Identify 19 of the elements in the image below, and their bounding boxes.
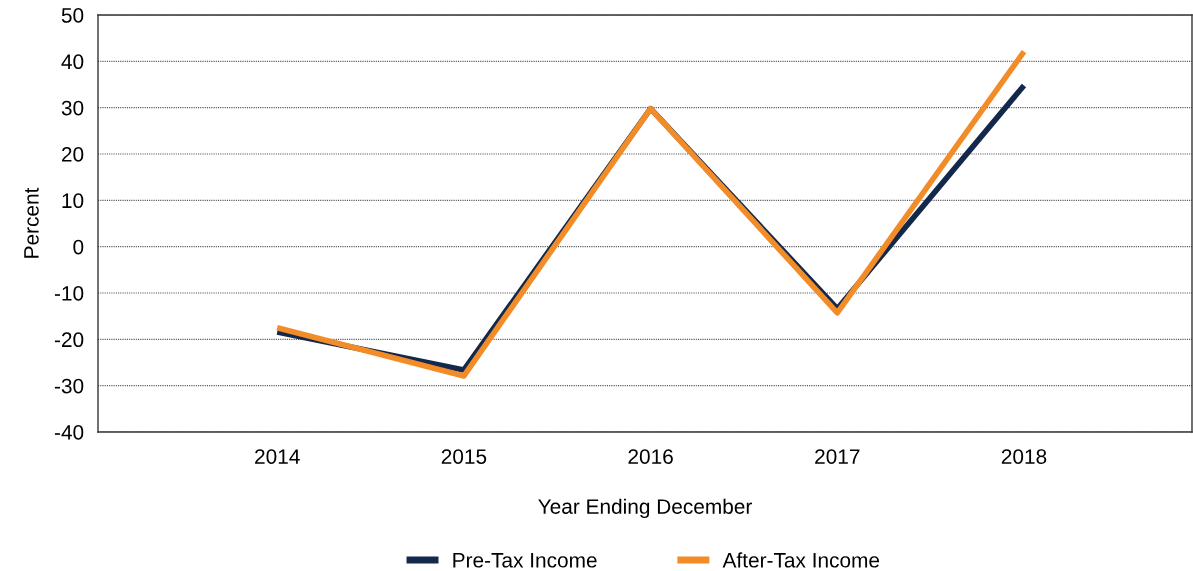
y-tick-label: 30 [61, 100, 84, 116]
y-tick-label: 50 [61, 8, 84, 23]
legend-label: Pre-Tax Income [453, 553, 597, 568]
x-tick-label: 2014 [255, 449, 300, 464]
y-tick-label: -30 [54, 378, 84, 394]
x-tick-label: 2016 [628, 449, 673, 464]
y-tick-label: -10 [54, 286, 84, 301]
y-tick-label: 0 [73, 239, 84, 255]
y-axis-title: Percent [24, 187, 39, 258]
x-axis-title: Year Ending December [538, 498, 752, 519]
x-tick-label: 2015 [441, 449, 487, 464]
y-tick-label: 40 [61, 54, 84, 70]
y-tick-label: -20 [54, 332, 84, 348]
y-tick-label: -40 [54, 425, 84, 440]
legend-label: After-Tax Income [722, 552, 880, 568]
y-tick-label: 10 [62, 193, 84, 209]
y-tick-label: 20 [61, 147, 84, 162]
x-tick-label: 2017 [815, 449, 860, 464]
x-tick-label: 2018 [1001, 449, 1047, 464]
